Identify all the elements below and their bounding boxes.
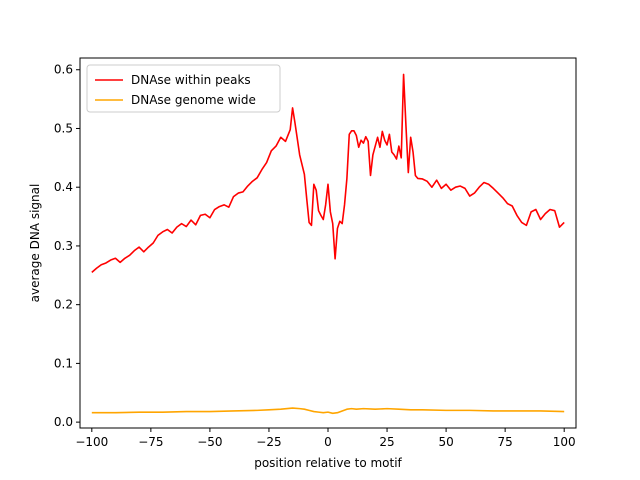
x-tick-label: −50 <box>197 435 222 449</box>
y-axis: 0.0 0.1 0.2 0.3 0.4 0.5 0.6 <box>54 63 80 429</box>
x-axis-label: position relative to motif <box>254 456 402 470</box>
x-tick-label: 75 <box>498 435 513 449</box>
x-tick-label: −25 <box>256 435 281 449</box>
legend: DNAse within peaks DNAse genome wide <box>86 64 281 113</box>
y-tick-label: 0.0 <box>54 415 73 429</box>
x-tick-label: −100 <box>75 435 108 449</box>
series-line-2 <box>91 407 565 415</box>
y-axis-label: average DNA signal <box>28 184 42 303</box>
legend-label-1: DNAse within peaks <box>131 73 251 87</box>
x-axis: −100 −75 −50 −25 0 25 50 75 100 <box>75 428 576 449</box>
series-line-1 <box>91 73 565 273</box>
x-tick-label: 100 <box>553 435 576 449</box>
legend-label-2: DNAse genome wide <box>131 93 256 107</box>
series-layer <box>91 73 565 415</box>
y-tick-label: 0.1 <box>54 356 73 370</box>
legend-box <box>86 64 281 113</box>
axes-frame <box>79 57 577 429</box>
y-tick-label: 0.5 <box>54 121 73 135</box>
x-tick-label: 0 <box>324 435 332 449</box>
y-tick-label: 0.6 <box>54 63 73 77</box>
y-tick-label: 0.2 <box>54 298 73 312</box>
x-tick-label: 25 <box>379 435 394 449</box>
y-tick-label: 0.4 <box>54 180 73 194</box>
x-tick-label: 50 <box>438 435 453 449</box>
y-tick-label: 0.3 <box>54 239 73 253</box>
x-tick-label: −75 <box>138 435 163 449</box>
